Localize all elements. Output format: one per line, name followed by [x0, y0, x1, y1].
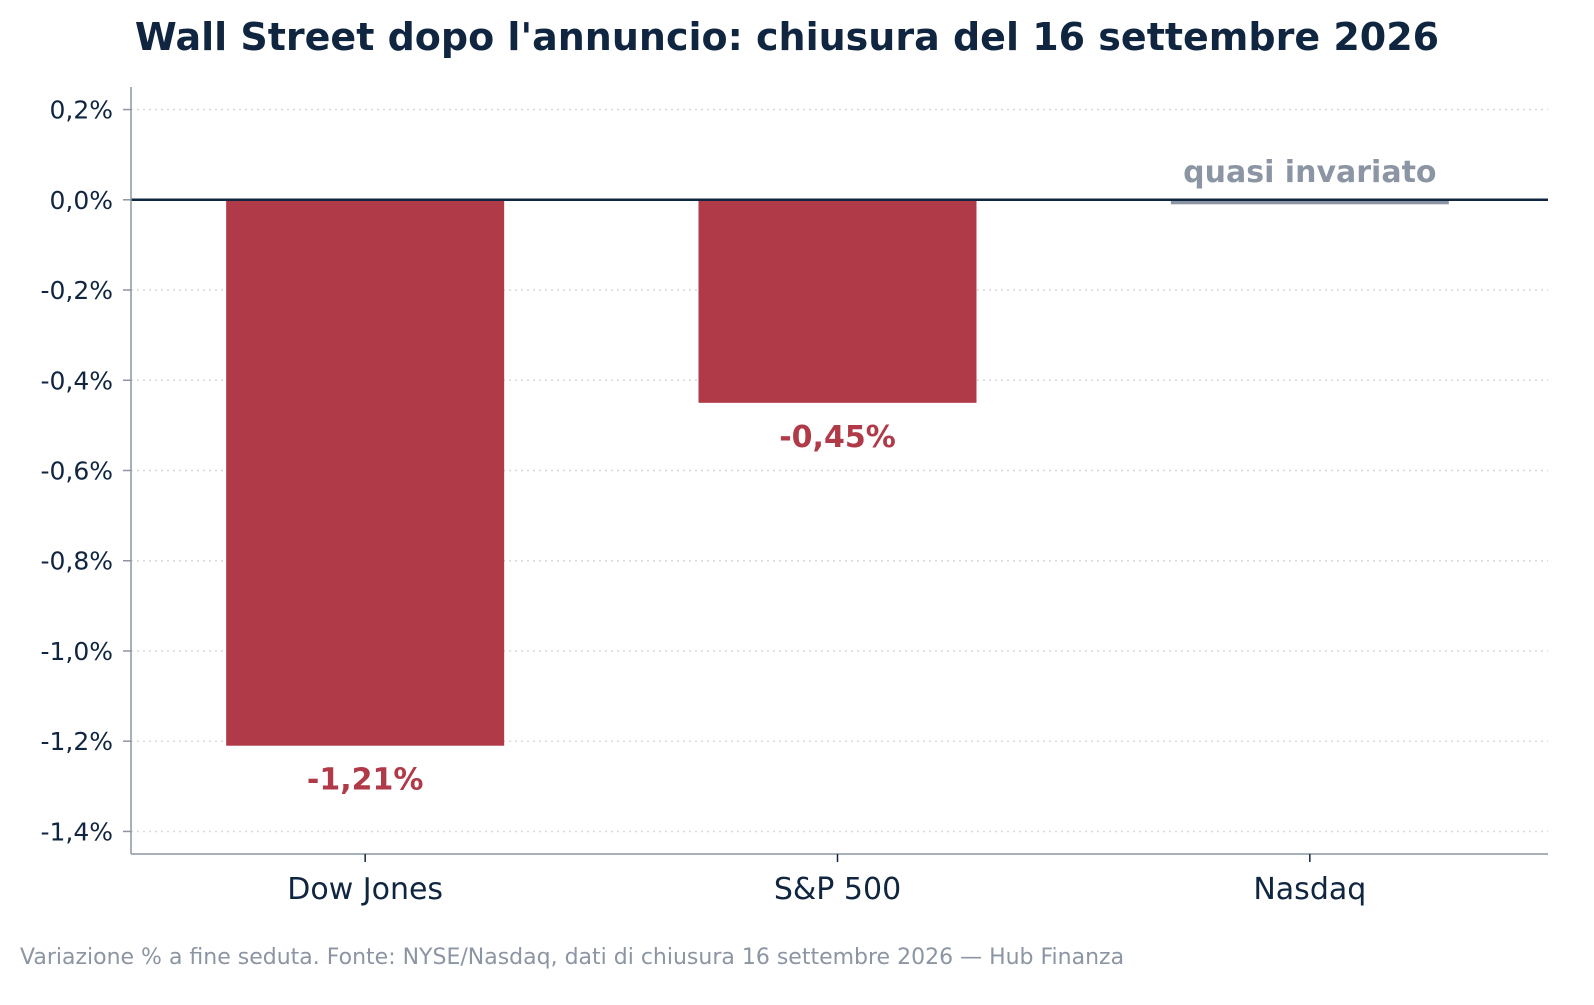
y-tick-label: -0,8% — [40, 547, 113, 576]
data-labels: -1,21% -0,45% quasi invariato — [307, 155, 1437, 798]
source-caption: Variazione % a fine seduta. Fonte: NYSE/… — [20, 945, 1124, 970]
bars — [226, 199, 1449, 746]
x-tick-label: Dow Jones — [287, 872, 443, 907]
data-label: quasi invariato — [1183, 155, 1436, 190]
y-tick-label: -0,4% — [40, 366, 113, 395]
y-tick-label: -1,2% — [40, 727, 113, 756]
y-tick-label: 0,0% — [49, 186, 113, 215]
bar-nasdaq — [1170, 199, 1449, 205]
x-tick-label: S&P 500 — [774, 872, 901, 907]
bar-s-p-500 — [698, 199, 977, 403]
y-ticks: 0,2% 0,0% -0,2% -0,4% -0,6% -0,8% -1,0% -1,2% -1… — [40, 96, 131, 846]
x-tick-label: Nasdaq — [1253, 872, 1366, 907]
y-tick-label: 0,2% — [49, 96, 113, 125]
x-ticks: Dow Jones S&P 500 Nasdaq — [287, 854, 1366, 907]
bar-dow-jones — [226, 199, 505, 746]
chart-title: Wall Street dopo l'annuncio: chiusura de… — [135, 15, 1439, 59]
data-label: -1,21% — [307, 763, 424, 798]
y-tick-label: -0,2% — [40, 276, 113, 305]
y-tick-label: -0,6% — [40, 457, 113, 486]
data-label: -0,45% — [779, 420, 896, 455]
y-tick-label: -1,0% — [40, 637, 113, 666]
y-tick-label: -1,4% — [40, 817, 113, 846]
